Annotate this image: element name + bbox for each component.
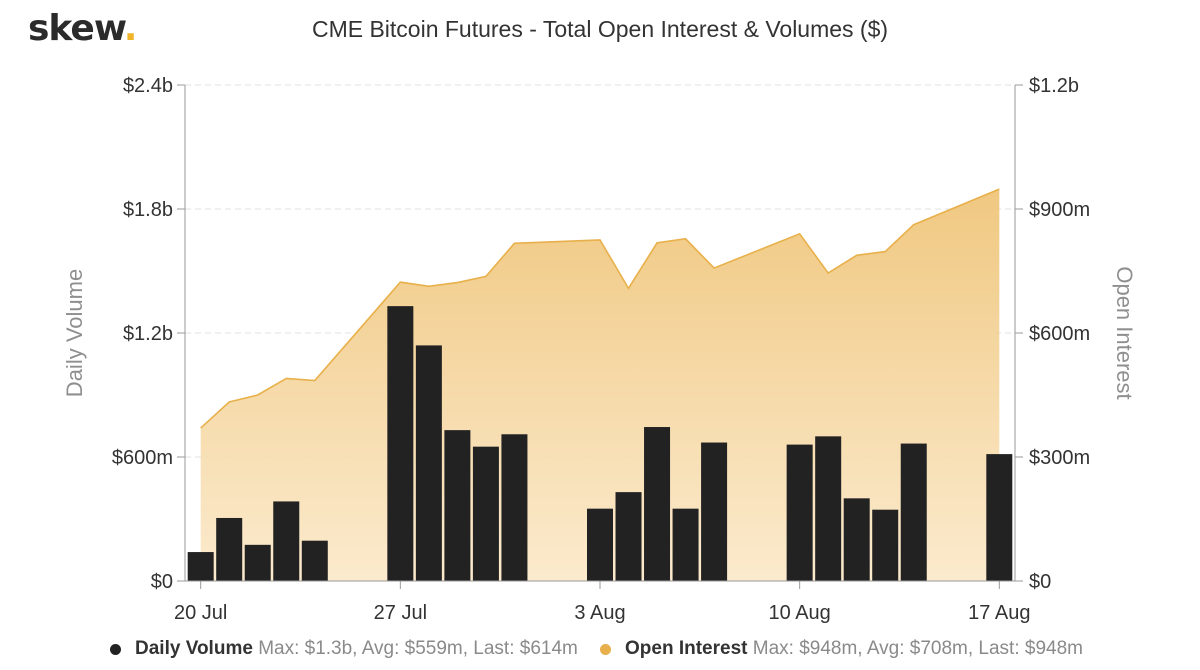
right-tick-label: $300m [1029,447,1090,469]
volume-bar [587,508,613,581]
chart-title: CME Bitcoin Futures - Total Open Interes… [311,16,889,42]
x-tick-label: 10 Aug [769,602,831,624]
left-axis-title: Daily Volume [62,269,87,397]
volume-bar [301,540,328,581]
legend-open-interest[interactable]: Open Interest Max: $948m, Avg: $708m, La… [600,638,1083,660]
volume-bar [615,492,642,581]
right-tick-label: $0 [1029,571,1051,593]
volume-bar [244,544,271,581]
volume-bar [786,444,813,581]
volume-bar [187,552,214,581]
legend-volume-bullet [110,644,121,655]
logo-text: skew [28,8,125,49]
volume-bar [273,501,300,581]
x-tick-label: 3 Aug [574,602,625,624]
volume-bar [216,517,243,581]
x-tick-label: 27 Jul [374,602,427,624]
volume-bar [672,508,699,581]
left-tick-label: $2.4b [123,75,173,97]
legend-daily-volume[interactable]: Daily Volume Max: $1.3b, Avg: $559m, Las… [110,638,578,660]
left-tick-label: $1.2b [123,323,173,345]
x-tick-label: 20 Jul [174,602,227,624]
logo-dot: . [123,8,138,49]
skew-logo: skew. [28,8,138,49]
legend-oi-bullet [600,644,611,655]
legend-volume-name: Daily Volume [135,638,253,659]
legend-volume-stats: Max: $1.3b, Avg: $559m, Last: $614m [258,638,578,659]
right-tick-label: $1.2b [1029,75,1079,97]
volume-bar [843,498,870,581]
right-tick-label: $600m [1029,323,1090,345]
volume-bar [501,434,528,581]
right-tick-label: $900m [1029,199,1090,221]
volume-bar [701,442,728,581]
volume-bar [900,443,927,581]
volume-bar [472,446,499,581]
open-interest-line [200,188,1000,429]
left-tick-label: $1.8b [123,199,173,221]
legend-oi-name: Open Interest [625,638,748,659]
volume-bar [815,436,842,581]
left-tick-label: $600m [112,447,173,469]
volume-bar [415,345,442,581]
left-tick-label: $0 [151,571,173,593]
volume-bar [444,430,471,581]
volume-bar [986,454,1013,581]
x-tick-label: 17 Aug [968,602,1030,624]
right-axis-title: Open Interest [1112,266,1137,399]
volume-bar [387,306,414,581]
volume-bar [872,509,899,581]
legend-oi-stats: Max: $948m, Avg: $708m, Last: $948m [752,638,1083,659]
volume-bar [644,427,671,581]
